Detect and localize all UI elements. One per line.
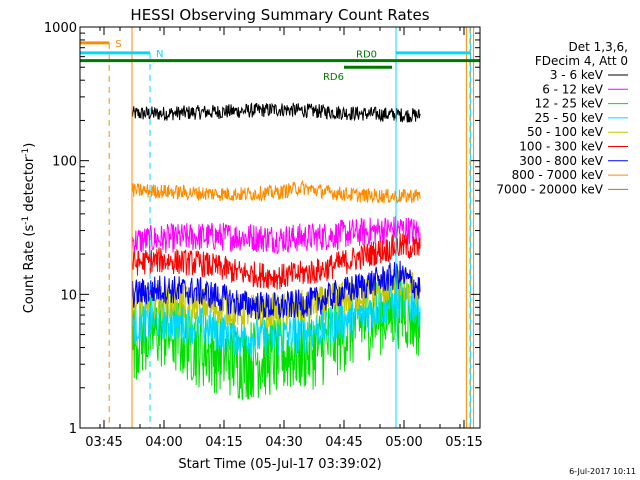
marker-label-rd6: RD6 [323,72,344,83]
x-axis-label: Start Time (05-Jul-17 03:39:02) [178,457,381,472]
legend-label-100-300-kev: 100 - 300 keV [519,140,603,154]
series-line-3-6-kev [131,102,421,428]
axis-layer: 03:45 04:00 04:15 04:30 04:45 05:00 05:15 1 10 10… [44,21,483,450]
legend-label-7000-20000-kev: 7000 - 20000 keV [496,182,603,196]
series-line-800-7000-kev [131,179,421,428]
series-layer [131,102,421,428]
y-tick-label: 10 [60,288,77,303]
y-axis-label-a: Count Rate (s [22,225,37,314]
legend-label-25-50-kev: 25 - 50 keV [535,111,604,125]
y-tick-label: 1000 [44,21,77,36]
x-tick-label: 04:15 [205,435,242,450]
series-line-100-300-kev [131,233,421,428]
marker-label-s: S [115,39,121,50]
chart-title: HESSI Observing Summary Count Rates [130,6,429,24]
x-tick-label: 05:00 [385,435,422,450]
series-line-50-100-kev [131,267,421,428]
x-tick-label: 03:45 [85,435,122,450]
series-line-300-800-kev [131,260,421,428]
date-stamp: 6-Jul-2017 10:11 [569,467,636,476]
marker-layer: S N RD0 RD6 [80,27,480,428]
y-axis-label-b: detector [22,156,37,216]
legend-label-800-7000-kev: 800 - 7000 keV [512,168,604,182]
marker-label-rd0: RD0 [356,50,377,61]
y-tick-label: 1 [69,422,77,437]
legend-label-300-800-kev: 300 - 800 keV [519,154,603,168]
x-tick-label: 05:15 [445,435,482,450]
marker-label-n: N [156,49,163,60]
legend-label-6-12-kev: 6 - 12 keV [542,82,604,96]
legend-label-3-6-kev: 3 - 6 keV [550,68,604,82]
y-axis-label-sup1: -1 [21,216,31,225]
x-tick-label: 04:00 [145,435,182,450]
series-line-25-50-kev [131,281,421,428]
y-tick-label: 100 [52,155,77,170]
plot-frame [79,26,481,429]
y-axis-label-c: ) [22,143,37,148]
legend-label-50-100-kev: 50 - 100 keV [527,125,604,139]
legend-header-2: FDecim 4, Att 0 [535,54,628,68]
series-line-6-12-kev [131,215,421,428]
x-tick-label: 04:45 [325,435,362,450]
y-axis-label: Count Rate (s-1 detector-1) [21,143,37,314]
legend-label-12-25-kev: 12 - 25 keV [535,97,604,111]
x-tick-label: 04:30 [265,435,302,450]
legend-header-1: Det 1,3,6, [569,40,629,54]
y-axis-label-sup2: -1 [21,148,31,157]
